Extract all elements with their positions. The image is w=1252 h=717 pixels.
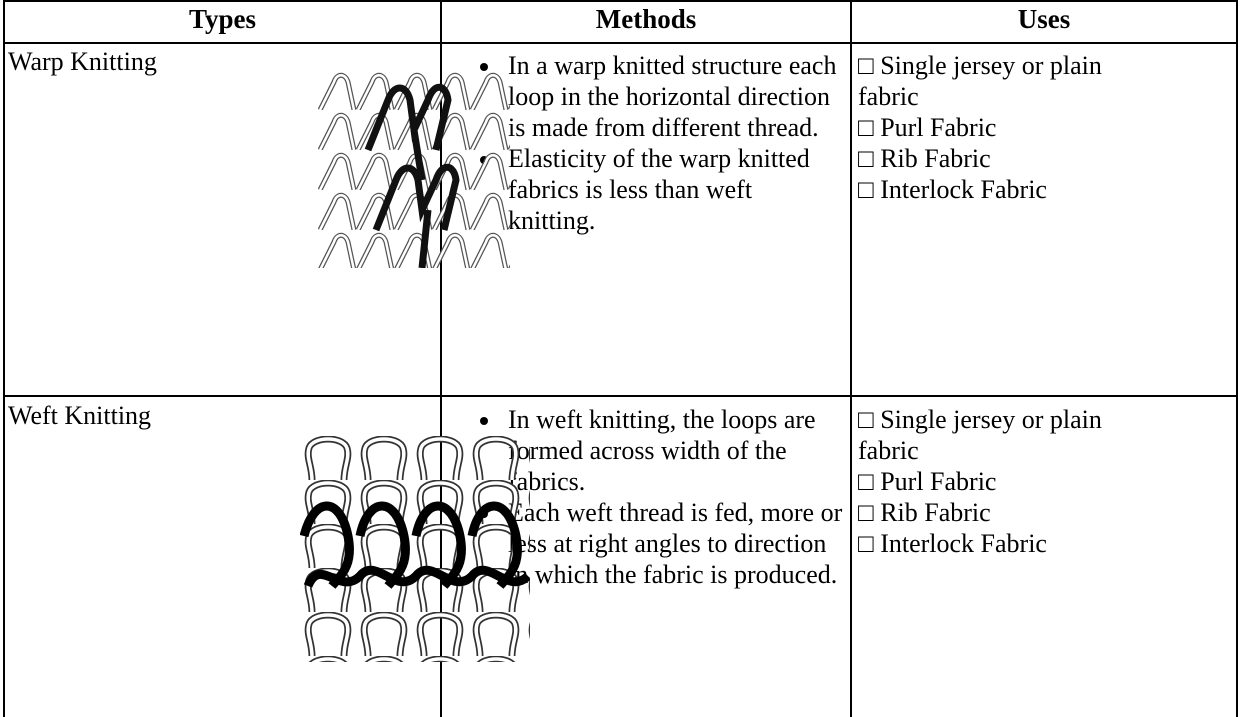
- use-item: □ Interlock Fabric: [858, 175, 1047, 204]
- uses-cell: □ Single jersey or plain fabric □ Purl Fa…: [858, 404, 1158, 559]
- border: [440, 0, 442, 717]
- border: [3, 42, 1238, 44]
- weft-thread: [300, 501, 530, 589]
- use-item: □ Single jersey or plain fabric: [858, 405, 1102, 465]
- weft-illustration: [300, 436, 530, 662]
- warp-illustration: [318, 70, 510, 268]
- type-cell: Warp Knitting: [8, 47, 157, 76]
- warp-thread: [364, 83, 460, 268]
- header-cell: Uses: [1017, 4, 1071, 34]
- method-item: Each weft thread is fed, more or less at…: [502, 497, 844, 590]
- uses-cell: □ Single jersey or plain fabric □ Purl Fa…: [858, 50, 1158, 205]
- use-item: □ Purl Fabric: [858, 467, 997, 496]
- type-cell: Weft Knitting: [8, 401, 152, 430]
- use-item: □ Purl Fabric: [858, 113, 997, 142]
- methods-list: In a warp knitted structure each loop in…: [468, 50, 844, 236]
- method-item: Elasticity of the warp knitted fabrics i…: [502, 143, 844, 236]
- header-cell: Methods: [595, 4, 697, 34]
- border: [1236, 0, 1238, 717]
- header-cell: Types: [188, 4, 256, 34]
- method-item: In weft knitting, the loops are formed a…: [502, 404, 844, 497]
- weft-loops: [300, 436, 530, 662]
- methods-cell: In a warp knitted structure each loop in…: [468, 50, 844, 236]
- use-item: □ Interlock Fabric: [858, 529, 1047, 558]
- border: [3, 0, 5, 717]
- use-item: □ Rib Fabric: [858, 144, 991, 173]
- border: [850, 0, 852, 717]
- methods-cell: In weft knitting, the loops are formed a…: [468, 404, 844, 590]
- border: [3, 0, 1238, 2]
- border: [3, 395, 1238, 397]
- method-item: In a warp knitted structure each loop in…: [502, 50, 844, 143]
- use-item: □ Single jersey or plain fabric: [858, 51, 1102, 111]
- methods-list: In weft knitting, the loops are formed a…: [468, 404, 844, 590]
- use-item: □ Rib Fabric: [858, 498, 991, 527]
